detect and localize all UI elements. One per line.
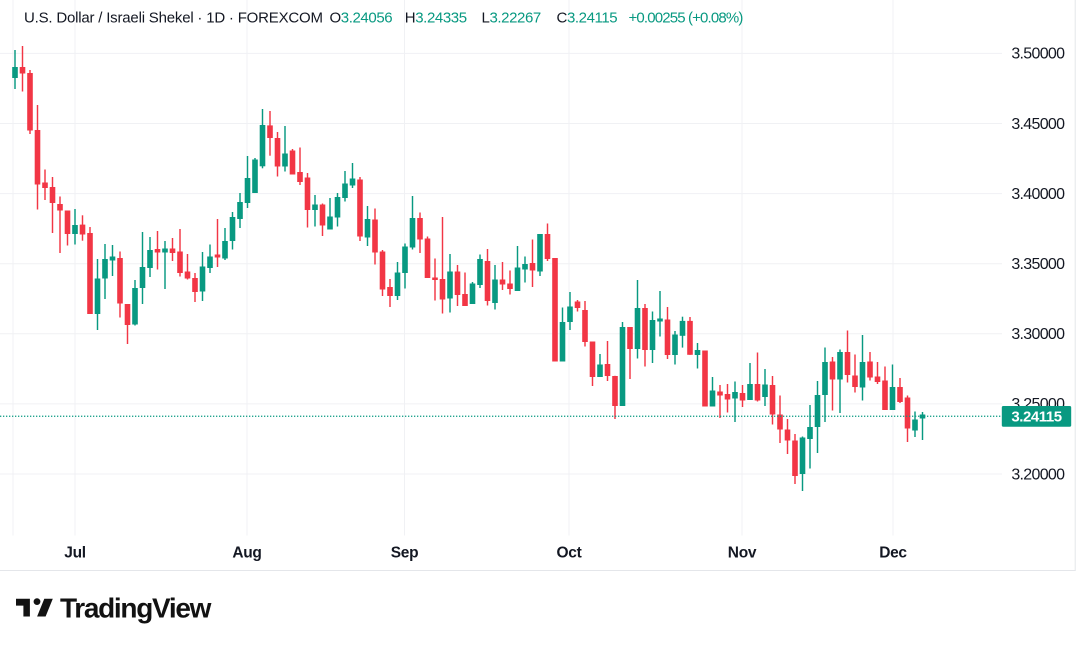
svg-text:Aug: Aug [232,545,261,562]
svg-text:3.24115: 3.24115 [1011,408,1061,425]
svg-text:3.35000: 3.35000 [1011,256,1065,273]
svg-text:Nov: Nov [728,545,757,562]
svg-text:TradingView: TradingView [60,593,212,624]
svg-text:Sep: Sep [391,545,419,562]
svg-text:3.45000: 3.45000 [1011,116,1065,133]
svg-text:Jul: Jul [64,545,86,562]
svg-text:O3.24056: O3.24056 [330,9,393,26]
svg-text:3.40000: 3.40000 [1011,186,1065,203]
svg-text:Oct: Oct [557,545,582,562]
svg-text:L3.22267: L3.22267 [482,9,541,26]
svg-text:Dec: Dec [879,545,907,562]
svg-text:H3.24335: H3.24335 [405,9,467,26]
svg-text:3.50000: 3.50000 [1011,46,1065,63]
svg-text:3.30000: 3.30000 [1011,326,1065,343]
svg-text:+0.00255 (+0.08%): +0.00255 (+0.08%) [629,9,744,26]
svg-text:3.20000: 3.20000 [1011,466,1065,483]
svg-text:U.S. Dollar / Israeli Shekel ·: U.S. Dollar / Israeli Shekel · 1D · FORE… [24,9,323,26]
svg-text:C3.24115: C3.24115 [557,9,618,26]
